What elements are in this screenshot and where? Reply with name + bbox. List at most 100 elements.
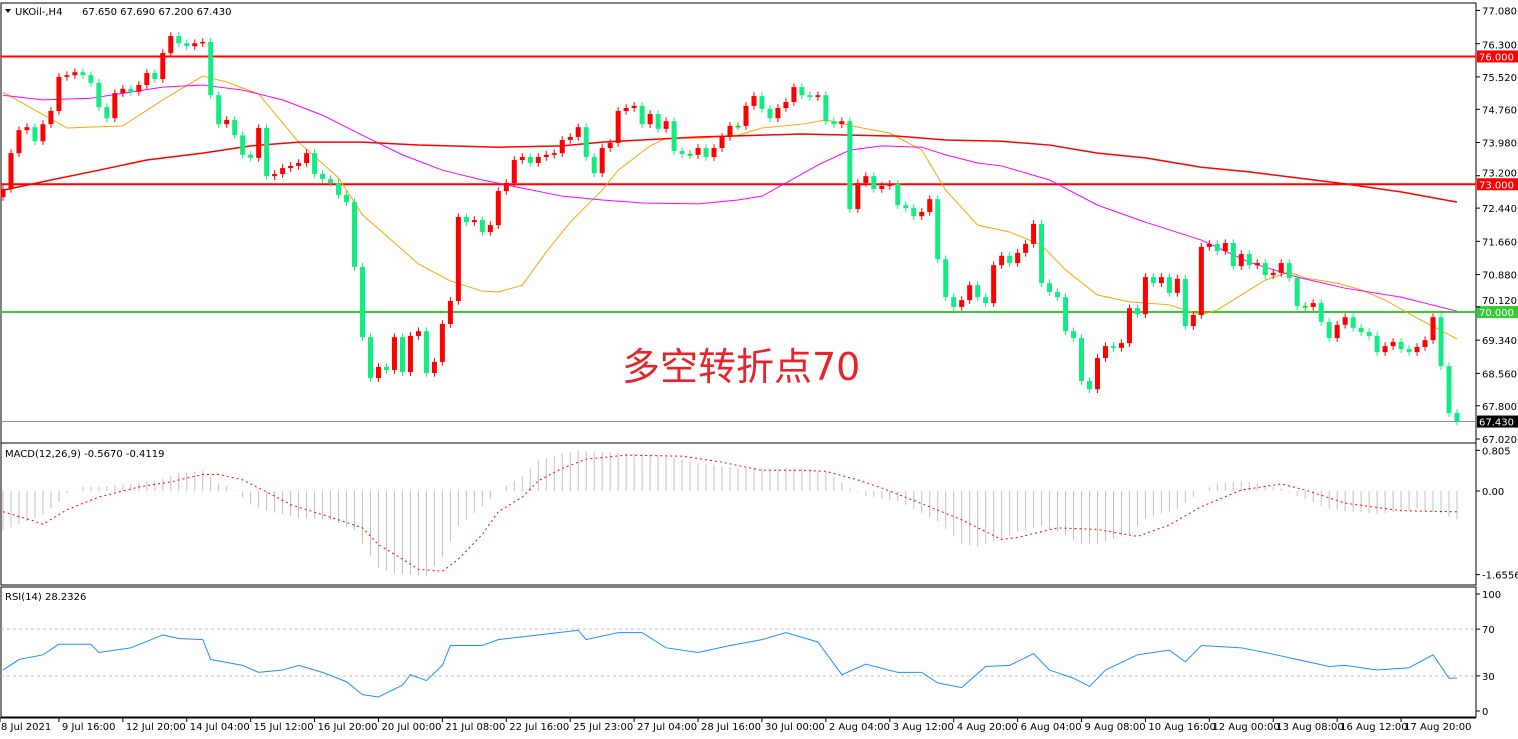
- candle-bearish: [1110, 346, 1116, 348]
- macd-panel[interactable]: [2, 450, 1458, 577]
- time-tick-label: 3 Aug 12:00: [893, 722, 954, 733]
- candle-bullish: [1118, 343, 1124, 348]
- candle-bearish: [1446, 366, 1452, 414]
- price-tick-label: 68.560: [1482, 369, 1517, 380]
- candle-bearish: [639, 105, 645, 125]
- candle-bullish: [1382, 346, 1388, 353]
- price-panel[interactable]: [0, 32, 1477, 426]
- panel-border: [0, 586, 1477, 718]
- candle-bullish: [168, 36, 174, 54]
- collapse-triangle-icon[interactable]: [5, 9, 11, 13]
- candle-bearish: [1294, 277, 1300, 307]
- candle-bullish: [999, 255, 1005, 266]
- candle-bullish: [1015, 252, 1021, 264]
- candle-bearish: [671, 121, 677, 152]
- candle-bullish: [719, 136, 725, 149]
- candle-bullish: [503, 182, 509, 192]
- time-tick-label: 13 Aug 08:00: [1276, 722, 1343, 733]
- candle-bearish: [823, 95, 829, 122]
- rsi-tick-label: 0: [1482, 707, 1488, 718]
- candle-bearish: [423, 331, 429, 373]
- candle-bearish: [344, 194, 350, 203]
- candle-bullish: [927, 199, 933, 212]
- candle-bearish: [591, 156, 597, 174]
- time-tick-label: 10 Aug 16:00: [1148, 722, 1215, 733]
- candle-bullish: [56, 76, 62, 111]
- moving-average-line: [2, 75, 1458, 340]
- candle-bearish: [479, 220, 485, 232]
- time-tick-label: 14 Jul 04:00: [190, 722, 250, 733]
- candle-bearish: [1286, 263, 1292, 278]
- current-price-label: 67.430: [1479, 418, 1514, 429]
- price-tick-label: 70.120: [1482, 296, 1517, 307]
- candle-bullish: [1190, 315, 1196, 327]
- price-tick-label: 71.660: [1482, 237, 1517, 248]
- candle-bearish: [1079, 338, 1085, 382]
- price-tick-label: 74.760: [1482, 105, 1517, 116]
- candle-bearish: [831, 121, 837, 125]
- candle-bullish: [439, 323, 445, 362]
- candle-bullish: [40, 124, 46, 142]
- rsi-panel[interactable]: [1, 628, 1476, 698]
- candle-bullish: [200, 41, 206, 44]
- candle-bullish: [1023, 243, 1029, 253]
- panel-border: [0, 442, 1477, 586]
- time-tick-label: 8 Jul 2021: [1, 722, 51, 733]
- candle-bullish: [567, 136, 573, 140]
- time-tick-label: 6 Aug 04:00: [1021, 722, 1082, 733]
- candle-bearish: [328, 179, 334, 183]
- rsi-tick-label: 100: [1482, 590, 1501, 601]
- time-tick-label: 2 Aug 04:00: [829, 722, 890, 733]
- candle-bullish: [1278, 263, 1284, 273]
- candle-bullish: [136, 84, 142, 92]
- candle-bullish: [783, 102, 789, 108]
- candle-bullish: [304, 153, 310, 163]
- candle-bullish: [415, 331, 421, 336]
- candle-bullish: [272, 174, 278, 177]
- candle-bullish: [224, 119, 230, 125]
- candle-bearish: [352, 202, 358, 267]
- candle-bullish: [559, 139, 565, 154]
- candle-bullish: [711, 148, 717, 157]
- candle-bearish: [320, 174, 326, 180]
- time-tick-label: 22 Jul 16:00: [509, 722, 569, 733]
- candle-bearish: [184, 43, 190, 47]
- candle-bearish: [903, 205, 909, 209]
- level-tag: [1477, 178, 1518, 191]
- candle-bearish: [895, 183, 901, 206]
- candle-bearish: [1406, 349, 1412, 353]
- candle-bullish: [72, 72, 78, 76]
- candle-bearish: [807, 95, 813, 97]
- price-tick-label: 76.300: [1482, 40, 1517, 51]
- candle-bearish: [1318, 303, 1324, 322]
- time-tick-label: 16 Jul 20:00: [318, 722, 378, 733]
- candle-bearish: [152, 73, 158, 80]
- price-tick-label: 77.080: [1482, 6, 1517, 17]
- candle-bearish: [1350, 317, 1356, 328]
- candle-bearish: [232, 119, 238, 136]
- time-tick-label: 25 Jul 23:00: [573, 722, 633, 733]
- macd-tick-label: -1.6556: [1482, 571, 1518, 582]
- time-tick-label: 12 Jul 20:00: [126, 722, 186, 733]
- candle-bullish: [1414, 346, 1420, 353]
- level-tag: [1477, 50, 1518, 63]
- candle-bullish: [543, 154, 549, 157]
- candle-bearish: [943, 259, 949, 298]
- candle-bearish: [655, 113, 661, 129]
- candle-bullish: [1158, 277, 1164, 284]
- candle-bullish: [1390, 341, 1396, 347]
- time-tick-label: 9 Aug 08:00: [1085, 722, 1146, 733]
- candle-bearish: [399, 337, 405, 373]
- candle-bearish: [1246, 254, 1252, 266]
- candle-bullish: [735, 125, 741, 128]
- candle-bullish: [575, 127, 581, 137]
- candle-bullish: [535, 156, 541, 163]
- candle-bullish: [695, 148, 701, 155]
- candle-bearish: [312, 153, 318, 175]
- time-tick-label: 30 Jul 00:00: [765, 722, 825, 733]
- price-tick-label: 73.980: [1482, 139, 1517, 150]
- candle-bearish: [1055, 292, 1061, 298]
- candle-bearish: [176, 36, 182, 44]
- candle-bullish: [495, 191, 501, 226]
